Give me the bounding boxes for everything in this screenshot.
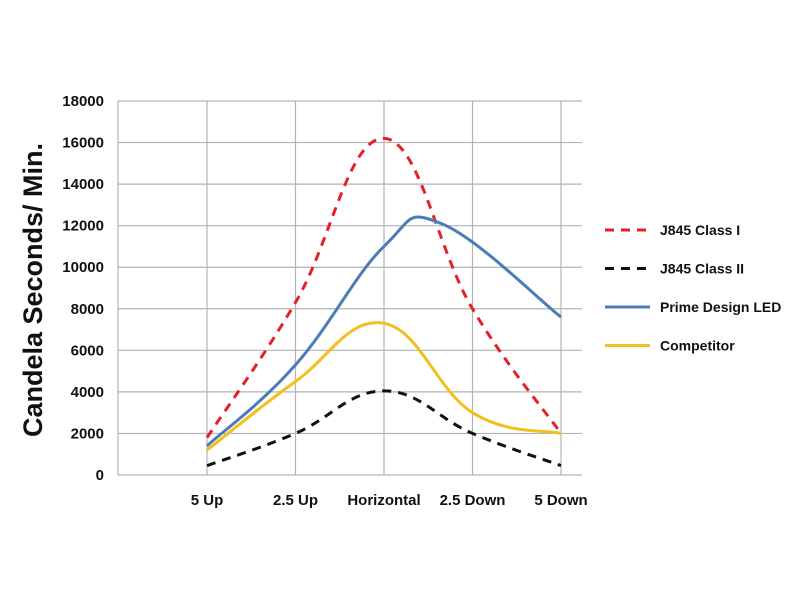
x-tick-label: 2.5 Up [273, 492, 318, 509]
y-tick-label: 10000 [62, 259, 104, 276]
series-line-j845-class-i [205, 136, 563, 439]
y-tick-label: 2000 [71, 425, 104, 442]
y-tick-label: 14000 [62, 176, 104, 193]
axes [117, 101, 582, 476]
x-tick-label: 5 Up [191, 492, 224, 509]
y-tick-label: 12000 [62, 218, 104, 235]
series-line-competitor [206, 321, 562, 452]
y-axis-label: Candela Seconds/ Min. [18, 143, 48, 437]
legend-label: J845 Class I [660, 222, 740, 238]
y-tick-label: 16000 [62, 135, 104, 152]
y-tick-label: 6000 [71, 342, 104, 359]
series-line-prime-design-led [205, 215, 562, 448]
y-tick-label: 4000 [71, 384, 104, 401]
series-line-j845-class-ii [206, 389, 562, 468]
x-tick-label: 5 Down [534, 492, 587, 509]
y-tick-label: 18000 [62, 93, 104, 110]
y-tick-label: 8000 [71, 301, 104, 318]
series-lines [205, 136, 563, 468]
legend: J845 Class I J845 Class II Prime Design LE… [605, 222, 781, 354]
x-tick-label: 2.5 Down [440, 492, 506, 509]
y-tick-label: 0 [96, 467, 104, 484]
legend-label: J845 Class II [660, 261, 744, 277]
legend-label: Prime Design LED [660, 299, 781, 315]
legend-label: Competitor [660, 338, 735, 354]
tick-labels: 0 2000 4000 6000 8000 10000 12000 14000 16000 180… [62, 93, 587, 509]
x-tick-label: Horizontal [347, 492, 420, 509]
